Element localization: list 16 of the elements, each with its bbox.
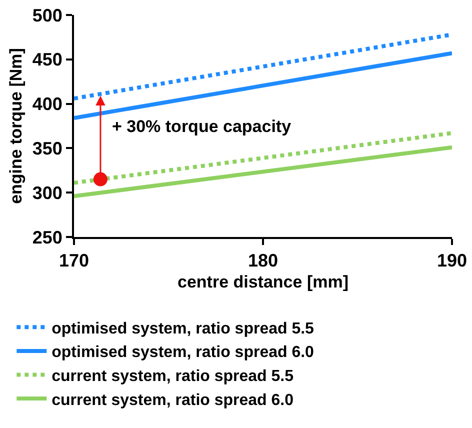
y-tick-label: 250 <box>32 227 62 248</box>
x-tick-label: 190 <box>436 250 468 271</box>
x-axis-title: centre distance [mm] <box>178 272 348 292</box>
legend-label: optimised system, ratio spread 6.0 <box>52 344 314 362</box>
x-tick-label: 170 <box>58 250 90 271</box>
annotation: + 30% torque capacity <box>112 117 292 136</box>
x-tick-label: 180 <box>248 250 278 271</box>
legend-label: current system, ratio spread 5.5 <box>52 368 294 385</box>
y-tick-label: 300 <box>32 182 62 203</box>
y-tick-label: 350 <box>32 138 62 158</box>
y-tick-label: 500 <box>32 5 62 26</box>
legend-label: current system, ratio spread 6.0 <box>52 392 294 409</box>
y-tick-label: 450 <box>32 50 62 70</box>
y-tick-label: 400 <box>32 94 62 114</box>
legend-label: optimised system, ratio spread 5.5 <box>52 320 314 338</box>
y-axis-title: engine torque [Nm] <box>6 48 26 204</box>
